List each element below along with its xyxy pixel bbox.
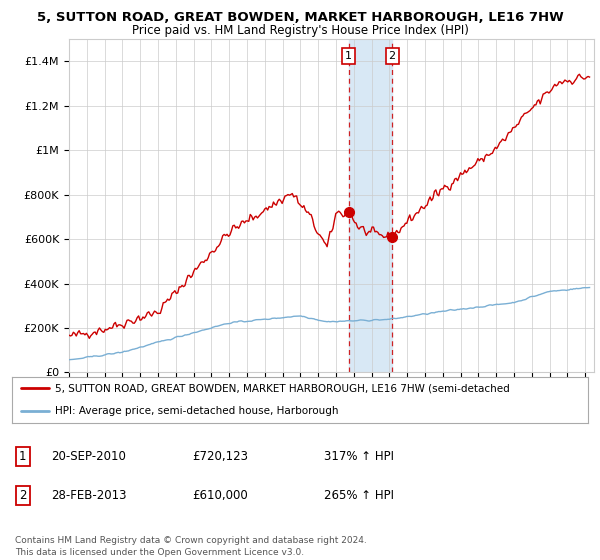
Text: Contains HM Land Registry data © Crown copyright and database right 2024.
This d: Contains HM Land Registry data © Crown c… <box>15 536 367 557</box>
Text: £720,123: £720,123 <box>192 450 248 463</box>
Text: Price paid vs. HM Land Registry's House Price Index (HPI): Price paid vs. HM Land Registry's House … <box>131 24 469 36</box>
Text: HPI: Average price, semi-detached house, Harborough: HPI: Average price, semi-detached house,… <box>55 407 338 416</box>
Text: 2: 2 <box>389 51 396 61</box>
Bar <box>349 39 392 372</box>
Text: 265% ↑ HPI: 265% ↑ HPI <box>324 489 394 502</box>
Text: 1: 1 <box>19 450 26 463</box>
Text: £610,000: £610,000 <box>192 489 248 502</box>
Text: 2: 2 <box>19 489 26 502</box>
Text: 317% ↑ HPI: 317% ↑ HPI <box>324 450 394 463</box>
Text: 20-SEP-2010: 20-SEP-2010 <box>51 450 126 463</box>
Text: 28-FEB-2013: 28-FEB-2013 <box>51 489 127 502</box>
Text: 1: 1 <box>345 51 352 61</box>
Text: 5, SUTTON ROAD, GREAT BOWDEN, MARKET HARBOROUGH, LE16 7HW: 5, SUTTON ROAD, GREAT BOWDEN, MARKET HAR… <box>37 11 563 24</box>
Text: 5, SUTTON ROAD, GREAT BOWDEN, MARKET HARBOROUGH, LE16 7HW (semi-detached: 5, SUTTON ROAD, GREAT BOWDEN, MARKET HAR… <box>55 384 510 393</box>
